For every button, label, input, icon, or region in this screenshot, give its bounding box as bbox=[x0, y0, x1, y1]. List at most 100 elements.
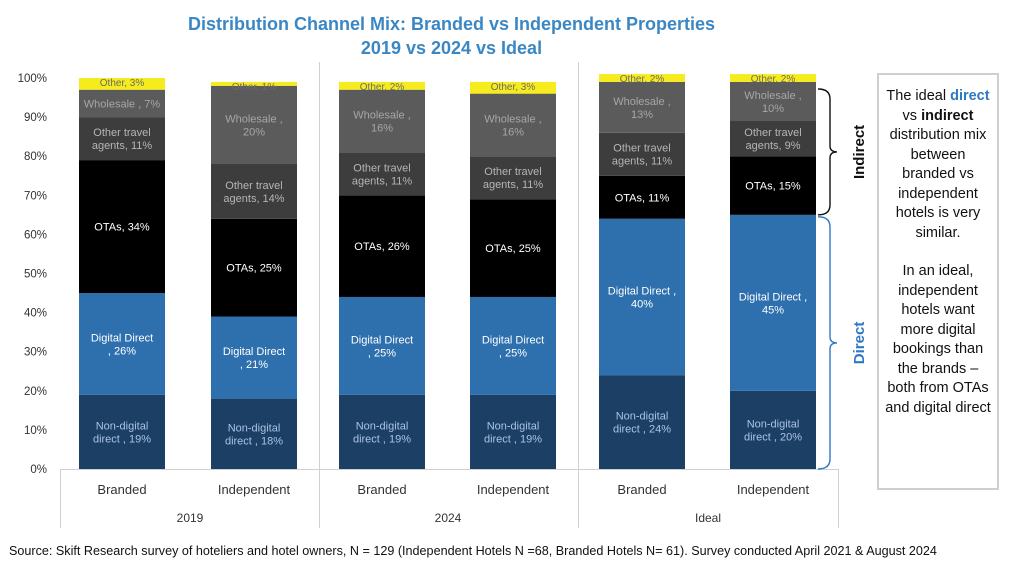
data-label: Non-digital direct , 18% bbox=[225, 422, 283, 447]
x-group-label: 2024 bbox=[435, 511, 462, 525]
data-label-line: Digital Direct bbox=[223, 346, 285, 358]
data-label-line: OTAs, 34% bbox=[94, 222, 150, 234]
bar-segment-wholesale bbox=[339, 89, 425, 153]
direct-brace-label: Direct bbox=[851, 322, 868, 365]
data-label-line: Other travel bbox=[613, 143, 670, 155]
data-label-line: Other travel bbox=[353, 162, 410, 174]
bar-segment-other-travel-agents bbox=[470, 156, 556, 200]
bar-segment-otas bbox=[211, 218, 297, 317]
data-label-line: Other travel bbox=[225, 180, 282, 192]
callout-vs: vs bbox=[902, 107, 922, 124]
data-label: Wholesale , 7% bbox=[84, 98, 161, 110]
y-tick-label: 10% bbox=[24, 425, 47, 437]
data-label: Non-digital direct , 19% bbox=[484, 420, 542, 445]
callout-text-rest: distribution mix between branded vs inde… bbox=[889, 127, 987, 241]
bar-segment-otas bbox=[599, 175, 685, 219]
data-label-line: Wholesale , bbox=[353, 110, 410, 122]
bar-segment-other bbox=[470, 81, 556, 94]
bar-segment-other bbox=[339, 81, 425, 90]
y-tick-label: 60% bbox=[24, 229, 47, 241]
data-label-line: agents, 11% bbox=[483, 179, 544, 191]
indirect-brace bbox=[817, 88, 838, 216]
callout-direct-word: direct bbox=[950, 88, 990, 104]
x-category-label: Branded bbox=[617, 482, 666, 497]
data-label: Other travel agents, 11% bbox=[612, 143, 673, 168]
bar-segment-other-travel-agents bbox=[599, 132, 685, 176]
data-label: Other, 2% bbox=[751, 74, 796, 85]
bar-segment-non-digital-direct bbox=[730, 390, 816, 469]
x-category-label: Independent bbox=[737, 482, 810, 497]
data-label: Other, 1% bbox=[232, 82, 277, 93]
data-label: Other, 3% bbox=[100, 78, 145, 89]
y-tick-label: 0% bbox=[30, 464, 47, 476]
data-label-line: direct , 24% bbox=[613, 424, 671, 436]
data-label-line: Other, 3% bbox=[100, 78, 145, 89]
data-label-line: 20% bbox=[243, 126, 265, 138]
bar-segment-wholesale bbox=[211, 85, 297, 165]
bar-segment-wholesale bbox=[730, 81, 816, 122]
bar-segment-other-travel-agents bbox=[339, 152, 425, 196]
bar-segment-wholesale bbox=[599, 81, 685, 133]
data-label: Wholesale , 16% bbox=[353, 110, 410, 135]
bar-segment-digital-direct bbox=[79, 293, 165, 395]
data-label-line: OTAs, 11% bbox=[615, 192, 670, 204]
data-label-line: Non-digital bbox=[228, 422, 281, 434]
data-label-line: direct , 19% bbox=[484, 433, 542, 445]
data-label: Digital Direct , 45% bbox=[739, 291, 807, 316]
data-label: Other travel agents, 9% bbox=[744, 127, 801, 152]
bar-segment-other bbox=[730, 74, 816, 82]
bar-segment-non-digital-direct bbox=[599, 375, 685, 469]
data-label: Other, 2% bbox=[620, 74, 665, 85]
data-label-line: OTAs, 25% bbox=[226, 263, 282, 275]
x-category-label: Branded bbox=[97, 482, 146, 497]
data-label-line: , 26% bbox=[108, 345, 136, 357]
callout-text: The ideal bbox=[886, 88, 951, 104]
x-group-label: 2019 bbox=[177, 511, 204, 525]
data-label: Other travel agents, 14% bbox=[223, 180, 284, 205]
data-label-line: Digital Direct , bbox=[608, 285, 676, 297]
data-label: Non-digital direct , 19% bbox=[353, 420, 411, 445]
chart-subtitle: 2019 vs 2024 vs Ideal bbox=[360, 38, 543, 58]
data-label-line: Digital Direct , bbox=[739, 291, 807, 303]
data-label-line: Digital Direct bbox=[351, 334, 413, 346]
data-label-line: Other travel bbox=[484, 166, 541, 178]
x-category-label: Independent bbox=[477, 482, 550, 497]
data-label-line: Wholesale , bbox=[744, 90, 801, 102]
bar-segment-digital-direct bbox=[599, 218, 685, 376]
data-label-line: 45% bbox=[762, 304, 784, 316]
data-label-line: , 21% bbox=[240, 359, 268, 371]
data-label: Non-digital direct , 19% bbox=[93, 420, 151, 445]
data-label: Other travel agents, 11% bbox=[483, 166, 544, 191]
callout-box: The ideal direct vs indirect distributio… bbox=[877, 73, 999, 490]
bar-segment-other bbox=[211, 81, 297, 86]
data-label-line: Non-digital bbox=[96, 420, 149, 432]
data-label: Non-digital direct , 20% bbox=[744, 418, 802, 443]
chart-title: Distribution Channel Mix: Branded vs Ind… bbox=[187, 14, 716, 34]
data-label: Non-digital direct , 24% bbox=[613, 411, 671, 436]
bar-segment-otas bbox=[79, 160, 165, 294]
y-tick-label: 50% bbox=[24, 269, 47, 281]
data-label: OTAs, 25% bbox=[485, 243, 541, 255]
y-tick-label: 40% bbox=[24, 308, 47, 320]
data-label-line: agents, 9% bbox=[745, 140, 800, 152]
bar-segment-digital-direct bbox=[211, 316, 297, 399]
callout-indirect-word: indirect bbox=[921, 107, 974, 124]
y-tick-label: 30% bbox=[24, 347, 47, 359]
data-label-line: Other travel bbox=[93, 127, 150, 139]
data-label: Other, 3% bbox=[491, 82, 536, 93]
y-tick-label: 80% bbox=[24, 151, 47, 163]
data-label: Wholesale , 20% bbox=[225, 113, 282, 138]
bar-segment-wholesale bbox=[470, 93, 556, 157]
data-label: Digital Direct, 25% bbox=[482, 334, 544, 359]
callout-paragraph-2: In an ideal, independent hotels want mor… bbox=[885, 263, 991, 416]
data-label-line: 13% bbox=[631, 109, 653, 121]
bar-segment-digital-direct bbox=[470, 296, 556, 395]
y-tick-label: 70% bbox=[24, 190, 47, 202]
data-label-line: OTAs, 26% bbox=[354, 241, 410, 253]
data-label-line: agents, 11% bbox=[352, 175, 413, 187]
data-label-line: Digital Direct bbox=[91, 332, 153, 344]
bar-segment-digital-direct bbox=[339, 296, 425, 395]
data-label: Wholesale , 13% bbox=[613, 96, 670, 121]
data-label: Wholesale , 16% bbox=[484, 113, 541, 138]
data-label: Digital Direct, 21% bbox=[223, 346, 285, 371]
